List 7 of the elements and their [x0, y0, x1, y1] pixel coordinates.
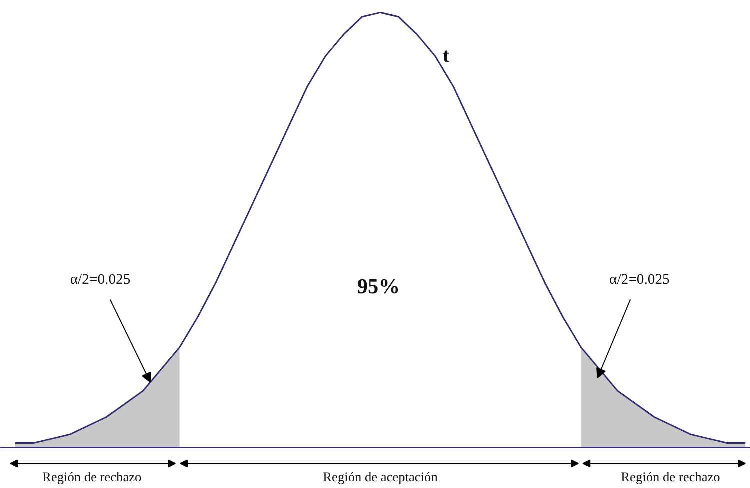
annotation: t: [442, 45, 450, 68]
annotation: 95%: [357, 274, 400, 299]
annotation: α/2=0.025: [610, 272, 670, 288]
text: Región de rechazo: [42, 470, 142, 485]
text: Región de rechazo: [621, 470, 721, 485]
annotation: α/2=0.025: [70, 272, 131, 288]
text: Región de aceptación: [323, 470, 438, 485]
